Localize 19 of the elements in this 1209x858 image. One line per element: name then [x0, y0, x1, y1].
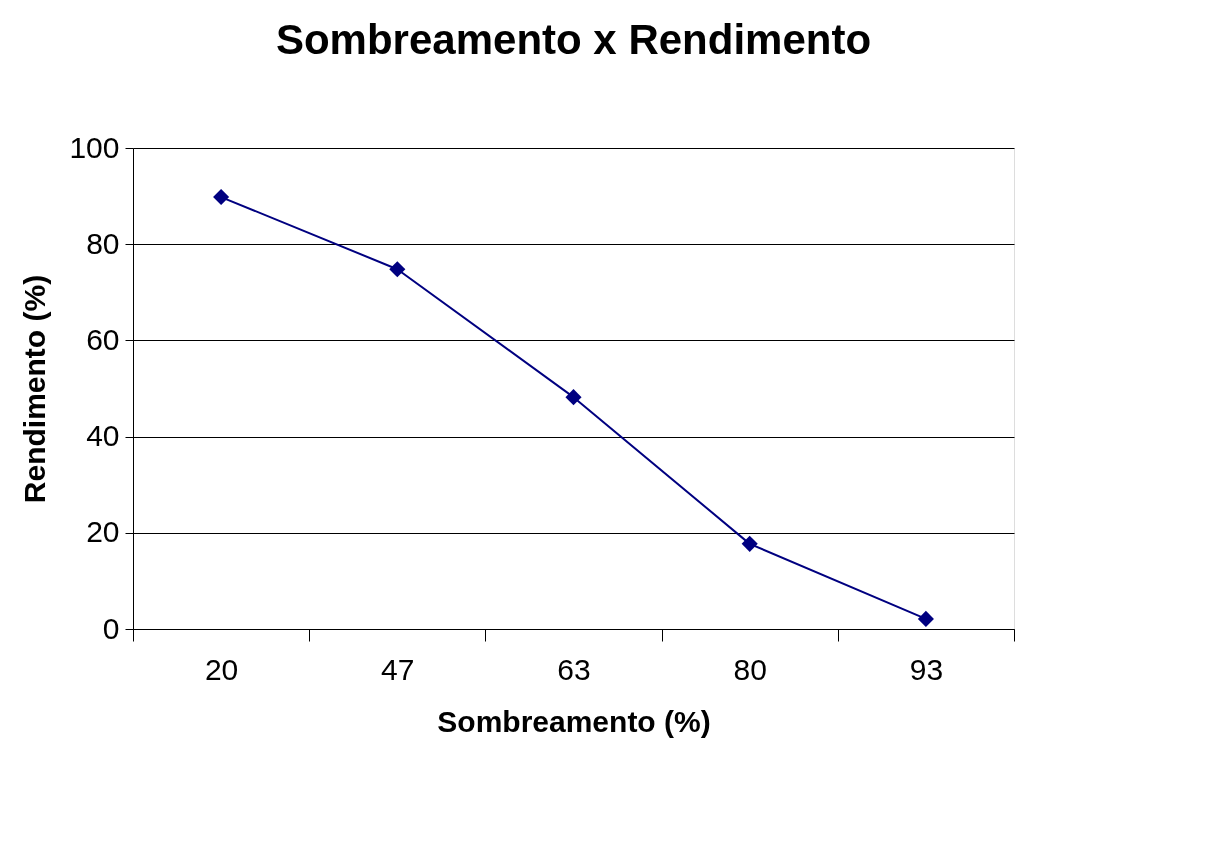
y-tick-label: 80 [86, 226, 120, 260]
x-tick-label: 47 [381, 652, 415, 686]
x-tick-label: 80 [733, 652, 767, 686]
y-tick-label: 20 [86, 515, 120, 549]
point [741, 535, 758, 552]
x-tick-label: 93 [909, 652, 944, 686]
point [565, 389, 582, 406]
point [213, 189, 230, 206]
y-tick-label: 40 [86, 419, 120, 453]
x-axis-title: Sombreamento (%) [437, 704, 711, 738]
point [917, 610, 934, 627]
x-tick-label: 20 [204, 652, 239, 686]
y-tick-label: 0 [102, 611, 120, 645]
x-tick-label: 63 [557, 652, 591, 686]
y-tick-label: 60 [86, 322, 120, 356]
chart-title: Sombreamento x Rendimento [275, 16, 872, 63]
y-tick-label: 100 [69, 130, 120, 164]
point [389, 261, 406, 278]
y-axis-title: Rendimento (%) [18, 274, 52, 504]
